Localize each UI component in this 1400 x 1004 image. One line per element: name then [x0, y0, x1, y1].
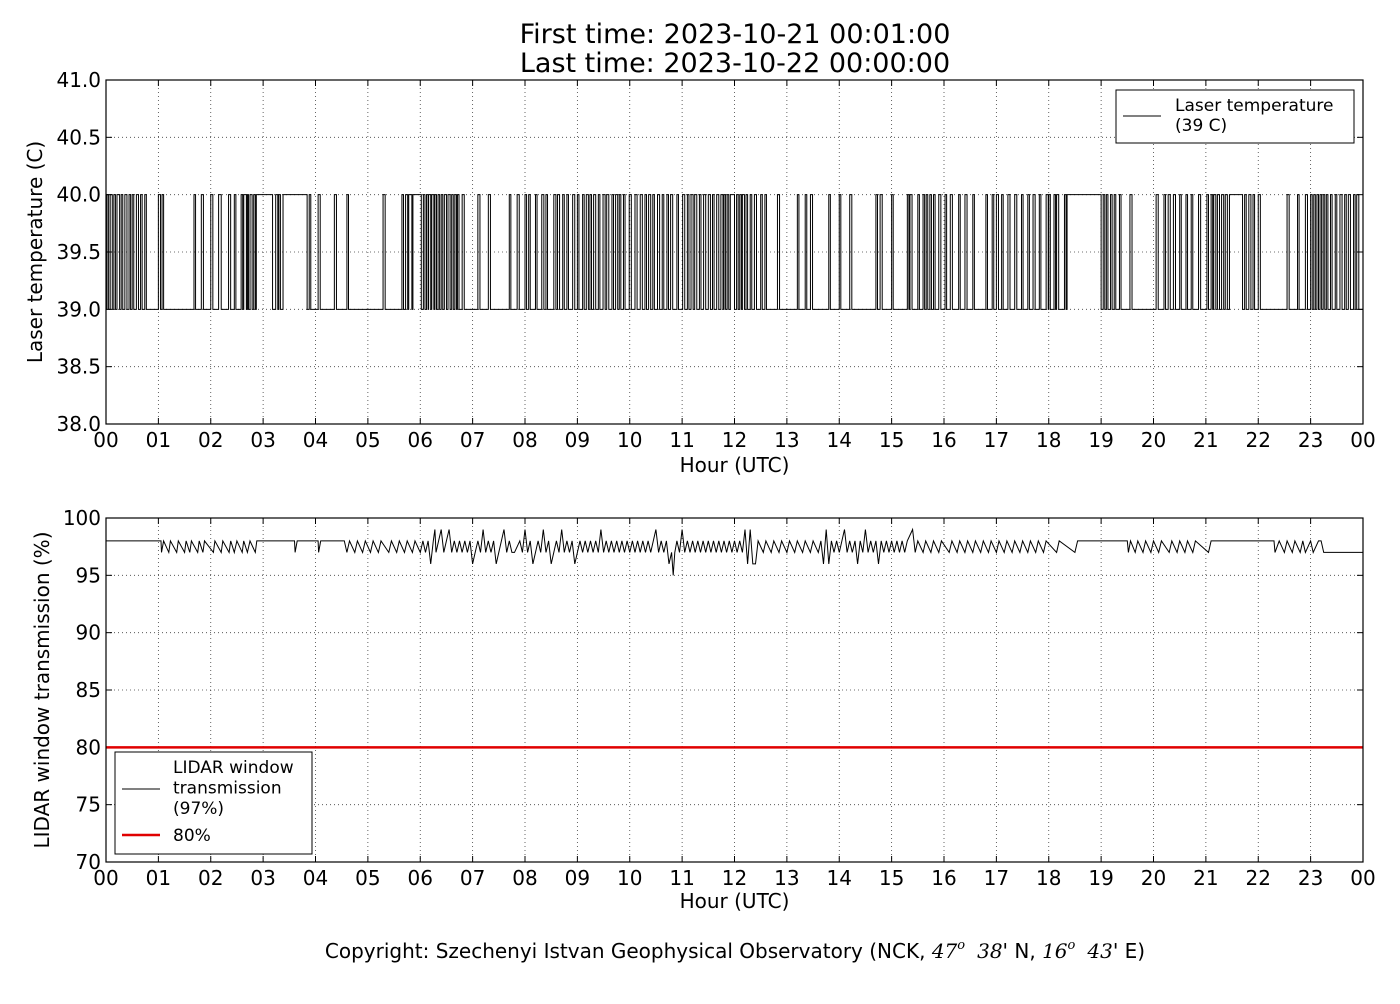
- x-tick-label: 15: [879, 866, 904, 890]
- y-tick-label: 90: [76, 621, 101, 645]
- laser-temperature-line: [106, 194, 1363, 310]
- x-axis-label: Hour (UTC): [680, 889, 790, 913]
- plot-frame: [105, 79, 1364, 425]
- y-axis-label: LIDAR window transmission (%): [30, 532, 54, 849]
- x-tick-label: 11: [669, 866, 694, 890]
- y-tick-label: 70: [76, 850, 101, 874]
- x-tick-label: 21: [1193, 428, 1218, 452]
- legend-label-laser: (39 C): [1175, 116, 1227, 136]
- x-tick-label: 12: [722, 428, 747, 452]
- x-tick-label: 03: [250, 428, 275, 452]
- x-tick-label: 09: [565, 428, 590, 452]
- longitude-degrees: 16: [1042, 939, 1068, 963]
- x-tick-label: 23: [1298, 428, 1323, 452]
- x-tick-label: 15: [879, 428, 904, 452]
- legend-label-transmission: (97%): [173, 799, 224, 819]
- legend: Laser temperature(39 C): [1115, 89, 1355, 144]
- longitude-minutes: 43: [1086, 939, 1112, 963]
- y-tick-label: 80: [76, 735, 101, 759]
- x-tick-label: 14: [827, 428, 852, 452]
- legend-label-transmission: LIDAR window: [173, 758, 294, 778]
- x-tick-label: 23: [1298, 866, 1323, 890]
- x-tick-label: 07: [460, 866, 485, 890]
- transmission-line: [106, 527, 1363, 576]
- x-tick-label: 06: [408, 428, 433, 452]
- y-tick-label: 100: [63, 506, 101, 530]
- x-tick-label: 08: [512, 428, 537, 452]
- y-axis-label: Laser temperature (C): [23, 141, 47, 363]
- chart-title-line1: First time: 2023-10-21 00:01:00: [520, 19, 951, 50]
- y-tick-label: 40.0: [56, 183, 101, 207]
- copyright-footer: Copyright: Szechenyi Istvan Geophysical …: [325, 938, 1145, 963]
- x-tick-label: 10: [617, 428, 642, 452]
- x-tick-label: 18: [1036, 428, 1061, 452]
- legend-box: [114, 751, 313, 855]
- x-tick-label: 10: [617, 866, 642, 890]
- x-tick-label: 00: [93, 866, 118, 890]
- x-tick-label: 02: [198, 866, 223, 890]
- x-tick-label: 14: [827, 866, 852, 890]
- x-tick-label: 01: [146, 866, 171, 890]
- x-tick-label: 17: [984, 866, 1009, 890]
- x-tick-label: 16: [931, 866, 956, 890]
- x-tick-label: 17: [984, 428, 1009, 452]
- y-tick-label: 39.5: [56, 240, 101, 264]
- x-tick-label: 09: [565, 866, 590, 890]
- x-tick-label: 22: [1246, 866, 1271, 890]
- y-tick-label: 39.0: [56, 297, 101, 321]
- y-tick-label: 85: [76, 678, 101, 702]
- x-tick-label: 13: [774, 428, 799, 452]
- plot-frame: [105, 517, 1364, 863]
- legend-label-transmission: transmission: [173, 779, 282, 799]
- y-tick-label: 38.0: [56, 412, 101, 436]
- y-tick-label: 38.5: [56, 355, 101, 379]
- x-tick-label: 21: [1193, 866, 1218, 890]
- x-tick-label: 00: [1350, 866, 1375, 890]
- latitude-suffix: ' N,: [1003, 939, 1043, 963]
- y-tick-label: 41.0: [56, 68, 101, 92]
- x-tick-label: 08: [512, 866, 537, 890]
- x-tick-label: 05: [355, 428, 380, 452]
- x-tick-label: 20: [1141, 428, 1166, 452]
- x-tick-label: 01: [146, 428, 171, 452]
- lidar-transmission-chart: 00 01 02 03 04 05 06 07 08 09 10 11 12 13 14 15 16 17 18 19…: [30, 506, 1376, 913]
- x-tick-label: 00: [1350, 428, 1375, 452]
- x-tick-label: 19: [1088, 428, 1113, 452]
- laser-temperature-chart: 00 01 02 03 04 05 06 07 08 09 10 11 12 13 14 15 16 17 18 19…: [23, 68, 1376, 477]
- x-tick-label: 18: [1036, 866, 1061, 890]
- x-tick-label: 11: [669, 428, 694, 452]
- x-tick-label: 13: [774, 866, 799, 890]
- x-tick-label: 12: [722, 866, 747, 890]
- x-tick-label: 00: [93, 428, 118, 452]
- x-axis-label: Hour (UTC): [680, 453, 790, 477]
- latitude-degrees: 47: [931, 939, 958, 963]
- x-tick-label: 03: [250, 866, 275, 890]
- copyright-prefix: Copyright: Szechenyi Istvan Geophysical …: [325, 939, 932, 963]
- x-tick-label: 16: [931, 428, 956, 452]
- chart-title-line2: Last time: 2023-10-22 00:00:00: [520, 48, 950, 79]
- x-tick-label: 04: [303, 866, 328, 890]
- latitude-minutes: 38: [977, 939, 1002, 963]
- x-tick-label: 19: [1088, 866, 1113, 890]
- longitude-suffix: ' E): [1113, 939, 1145, 963]
- latitude-degree-symbol: o: [957, 938, 965, 953]
- x-tick-label: 07: [460, 428, 485, 452]
- x-tick-label: 06: [408, 866, 433, 890]
- longitude-degree-symbol: o: [1068, 938, 1076, 953]
- x-tick-label: 04: [303, 428, 328, 452]
- y-tick-label: 75: [76, 793, 101, 817]
- y-tick-label: 95: [76, 563, 101, 587]
- y-tick-label: 40.5: [56, 125, 101, 149]
- x-tick-label: 20: [1141, 866, 1166, 890]
- legend-label-laser: Laser temperature: [1175, 96, 1333, 116]
- legend-label-threshold: 80%: [173, 826, 211, 846]
- x-tick-label: 02: [198, 428, 223, 452]
- x-tick-label: 05: [355, 866, 380, 890]
- x-tick-label: 22: [1246, 428, 1271, 452]
